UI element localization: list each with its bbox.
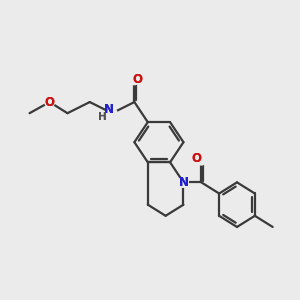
Text: O: O: [192, 152, 202, 165]
Circle shape: [107, 108, 117, 118]
Text: O: O: [133, 73, 143, 86]
Circle shape: [45, 97, 55, 107]
Text: O: O: [133, 73, 143, 86]
Text: N: N: [178, 176, 188, 189]
Text: O: O: [45, 95, 55, 109]
Text: N: N: [104, 103, 114, 116]
Circle shape: [196, 155, 206, 165]
Text: O: O: [45, 95, 55, 109]
Text: O: O: [192, 152, 202, 165]
Text: H: H: [98, 112, 106, 122]
Text: N: N: [104, 103, 114, 116]
Circle shape: [178, 177, 188, 187]
Text: N: N: [178, 176, 188, 189]
Text: H: H: [98, 112, 106, 122]
Circle shape: [130, 75, 139, 85]
